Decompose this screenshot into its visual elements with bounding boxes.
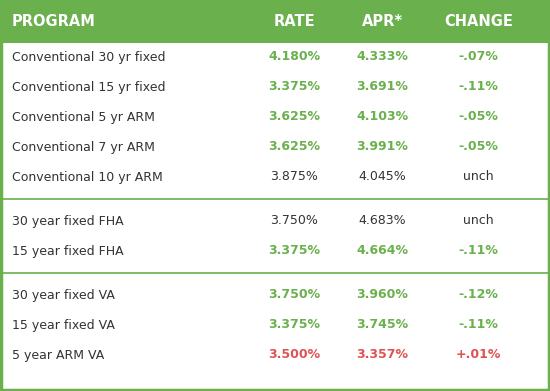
Text: 3.750%: 3.750%	[270, 215, 318, 228]
Text: 3.991%: 3.991%	[356, 140, 408, 154]
Text: Conventional 30 yr fixed: Conventional 30 yr fixed	[12, 50, 166, 63]
Text: 3.960%: 3.960%	[356, 289, 408, 301]
Text: PROGRAM: PROGRAM	[12, 14, 96, 29]
Text: 3.745%: 3.745%	[356, 319, 408, 332]
Text: 4.664%: 4.664%	[356, 244, 408, 258]
Text: +.01%: +.01%	[456, 348, 501, 362]
Text: 4.683%: 4.683%	[359, 215, 406, 228]
Text: 3.500%: 3.500%	[268, 348, 320, 362]
Text: unch: unch	[463, 215, 494, 228]
Text: 4.180%: 4.180%	[268, 50, 320, 63]
Text: -.11%: -.11%	[459, 319, 498, 332]
Text: 4.103%: 4.103%	[356, 111, 408, 124]
Text: APR*: APR*	[362, 14, 403, 29]
Text: 4.045%: 4.045%	[359, 170, 406, 183]
Text: 30 year fixed FHA: 30 year fixed FHA	[12, 215, 124, 228]
Text: -.05%: -.05%	[459, 140, 498, 154]
Text: 15 year fixed VA: 15 year fixed VA	[12, 319, 115, 332]
Text: -.11%: -.11%	[459, 244, 498, 258]
Text: 3.750%: 3.750%	[268, 289, 320, 301]
Text: unch: unch	[463, 170, 494, 183]
Text: 3.691%: 3.691%	[356, 81, 408, 93]
Text: 30 year fixed VA: 30 year fixed VA	[12, 289, 115, 301]
Text: -.11%: -.11%	[459, 81, 498, 93]
Text: Conventional 5 yr ARM: Conventional 5 yr ARM	[12, 111, 155, 124]
Text: Conventional 10 yr ARM: Conventional 10 yr ARM	[12, 170, 163, 183]
Text: 3.375%: 3.375%	[268, 244, 320, 258]
Text: -.05%: -.05%	[459, 111, 498, 124]
Text: 15 year fixed FHA: 15 year fixed FHA	[12, 244, 124, 258]
Text: CHANGE: CHANGE	[444, 14, 513, 29]
Text: 3.625%: 3.625%	[268, 140, 320, 154]
Bar	[0, 0, 550, 42]
Text: 3.357%: 3.357%	[356, 348, 408, 362]
Text: -.12%: -.12%	[459, 289, 498, 301]
Text: RATE: RATE	[273, 14, 315, 29]
Text: 3.375%: 3.375%	[268, 319, 320, 332]
Text: 3.875%: 3.875%	[270, 170, 318, 183]
Text: Conventional 15 yr fixed: Conventional 15 yr fixed	[12, 81, 166, 93]
Text: 5 year ARM VA: 5 year ARM VA	[12, 348, 104, 362]
Text: 3.375%: 3.375%	[268, 81, 320, 93]
Text: Conventional 7 yr ARM: Conventional 7 yr ARM	[12, 140, 155, 154]
Text: 4.333%: 4.333%	[356, 50, 408, 63]
Text: -.07%: -.07%	[459, 50, 498, 63]
Text: 3.625%: 3.625%	[268, 111, 320, 124]
